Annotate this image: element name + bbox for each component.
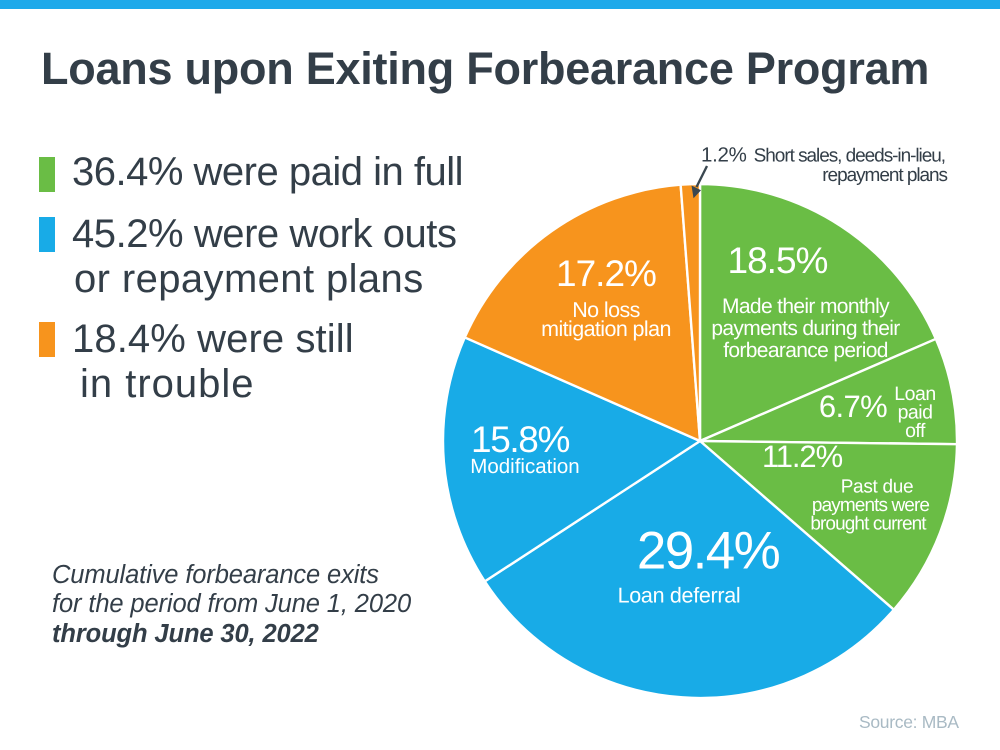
svg-text:18.5%: 18.5% [728,240,828,281]
svg-text:Past due: Past due [841,477,914,498]
svg-text:Loan deferral: Loan deferral [618,584,741,608]
svg-text:Loan: Loan [894,383,935,405]
svg-text:payments during their: payments during their [711,317,900,340]
svg-text:forbearance period: forbearance period [723,339,888,362]
svg-text:No loss: No loss [572,298,640,322]
svg-text:payments were: payments were [812,495,929,516]
svg-text:1.2%: 1.2% [701,144,747,167]
svg-text:15.8%: 15.8% [471,419,569,460]
svg-text:6.7%: 6.7% [819,389,887,424]
svg-text:repayment plans: repayment plans [822,165,947,186]
svg-text:Modification: Modification [470,455,579,478]
svg-text:11.2%: 11.2% [762,439,843,474]
svg-text:off: off [905,420,926,442]
svg-text:Made their monthly: Made their monthly [722,295,890,318]
svg-text:29.4%: 29.4% [637,522,780,581]
svg-text:mitigation plan: mitigation plan [541,317,671,341]
svg-text:Short sales, deeds-in-lieu,: Short sales, deeds-in-lieu, [754,146,945,167]
svg-text:brought current: brought current [810,514,927,535]
svg-text:paid: paid [898,402,933,424]
svg-text:17.2%: 17.2% [556,253,656,294]
